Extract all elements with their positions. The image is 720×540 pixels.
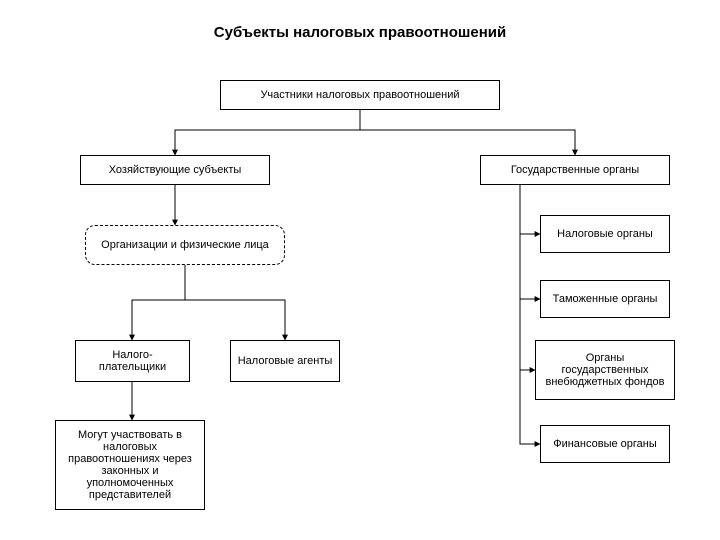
- node-fin: Финансовые органы: [540, 425, 670, 463]
- node-payers: Налого-плательщики: [75, 340, 190, 382]
- node-customs: Таможенные органы: [540, 280, 670, 318]
- edge-0: [175, 110, 360, 155]
- edge-8: [185, 265, 285, 340]
- node-economic: Хозяйствующие субъекты: [80, 155, 270, 185]
- edge-3: [520, 185, 540, 234]
- node-orgs: Организации и физические лица: [85, 225, 285, 265]
- edge-1: [360, 110, 575, 155]
- edge-7: [132, 265, 185, 340]
- node-funds: Органы государственных внебюджетных фонд…: [535, 340, 675, 400]
- node-tax_auth: Налоговые органы: [540, 215, 670, 253]
- node-gov: Государственные органы: [480, 155, 670, 185]
- node-participants: Участники налоговых правоотношений: [220, 80, 500, 110]
- node-reps: Могут участвовать в налоговых правоотнош…: [55, 420, 205, 510]
- edge-5: [520, 185, 535, 370]
- edge-4: [520, 185, 540, 299]
- diagram-title: Субъекты налоговых правоотношений: [180, 24, 540, 41]
- edge-6: [520, 185, 540, 444]
- node-agents: Налоговые агенты: [230, 340, 340, 382]
